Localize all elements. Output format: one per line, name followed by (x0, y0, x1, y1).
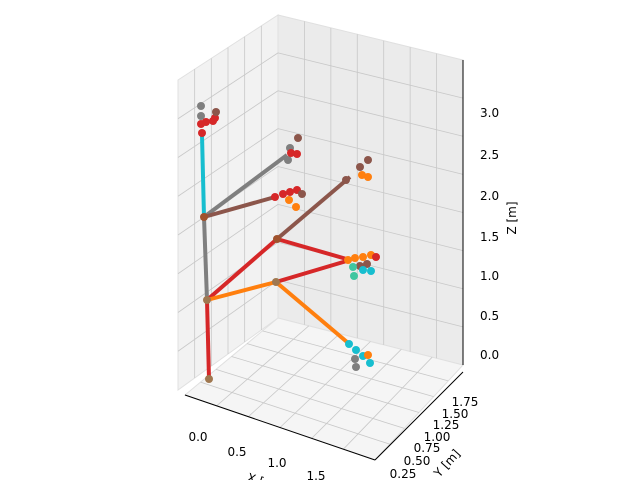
grid-line (277, 128, 464, 175)
joint-point (285, 196, 293, 204)
y-tick: 0.75 (414, 441, 441, 455)
z-tick: 2.0 (480, 189, 499, 203)
joint-point (372, 253, 380, 261)
branch-line (274, 280, 349, 344)
branch-line (205, 237, 279, 302)
joint-point (359, 266, 367, 274)
joint-point (272, 278, 280, 286)
joint-point (284, 156, 292, 164)
joint-point (211, 114, 219, 122)
joint-point (351, 254, 359, 262)
branch-line (202, 216, 209, 301)
branch-line (275, 175, 352, 241)
joint-point (366, 359, 374, 367)
joint-point (205, 375, 213, 383)
joint-point (359, 253, 367, 261)
z-tick: 0.0 (480, 348, 499, 362)
y-tick: 1.75 (452, 395, 479, 409)
joint-point (202, 118, 210, 126)
joint-point (351, 355, 359, 363)
z-tick-labels: 0.0 0.5 1.0 1.5 2.0 2.5 3.0 (480, 106, 499, 362)
joint-point (364, 351, 372, 359)
back-pane (277, 14, 464, 366)
x-axis-line (184, 394, 376, 461)
joint-point (352, 363, 360, 371)
joint-point (294, 134, 302, 142)
joint-point (342, 176, 350, 184)
grid-lines (177, 21, 464, 450)
joint-point (197, 102, 205, 110)
z-axis-label: Z [m] (505, 201, 519, 234)
joint-point (363, 260, 371, 268)
branch-line (276, 237, 351, 262)
joint-point (212, 108, 220, 116)
y-tick: 1.25 (433, 418, 460, 432)
branch-line (205, 299, 211, 380)
grid-line (277, 90, 464, 137)
joint-point (293, 150, 301, 158)
joint-point (292, 203, 300, 211)
z-tick: 2.5 (480, 148, 499, 162)
joint-point (352, 346, 360, 354)
joint-point (364, 156, 372, 164)
branch-line (200, 134, 206, 218)
branch-line (206, 280, 277, 302)
branch-line (202, 153, 289, 219)
joint-point (367, 267, 375, 275)
z-tick: 1.5 (480, 230, 499, 244)
joint-point (364, 173, 372, 181)
x-tick-labels: 0.0 0.5 1.0 1.5 (188, 430, 325, 480)
x-tick: 1.5 (306, 469, 325, 480)
z-tick: 1.0 (480, 269, 499, 283)
joint-point (203, 296, 211, 304)
joint-point (287, 149, 295, 157)
joint-point (271, 193, 279, 201)
joint-point (273, 235, 281, 243)
joint-point (286, 188, 294, 196)
y-tick-labels: 0.25 0.50 0.75 1.00 1.25 1.50 1.75 (390, 395, 479, 480)
joint-point (279, 190, 287, 198)
grid-line (277, 166, 464, 213)
grid-line (277, 52, 464, 99)
joint-point (197, 112, 205, 120)
branch-line (203, 195, 276, 219)
tree-marks (197, 102, 380, 383)
joint-point (356, 163, 364, 171)
grid-line (277, 279, 464, 328)
joint-point (349, 263, 357, 271)
x-tick: 1.0 (267, 456, 286, 470)
joint-point (344, 256, 352, 264)
y-tick: 1.50 (442, 407, 469, 421)
branch-line (275, 258, 351, 284)
x-axis-label: X [m] (245, 470, 281, 480)
z-tick: 3.0 (480, 106, 499, 120)
joint-point (200, 213, 208, 221)
z-tick: 0.5 (480, 309, 499, 323)
joint-point (345, 340, 353, 348)
y-tick: 0.25 (390, 467, 417, 480)
x-tick: 0.5 (227, 445, 246, 459)
joint-point (198, 129, 206, 137)
y-axis-line (374, 371, 464, 461)
joint-point (350, 272, 358, 280)
y-tick: 0.50 (404, 454, 431, 468)
x-tick: 0.0 (188, 430, 207, 444)
joint-point (298, 190, 306, 198)
y-tick: 1.00 (424, 430, 451, 444)
